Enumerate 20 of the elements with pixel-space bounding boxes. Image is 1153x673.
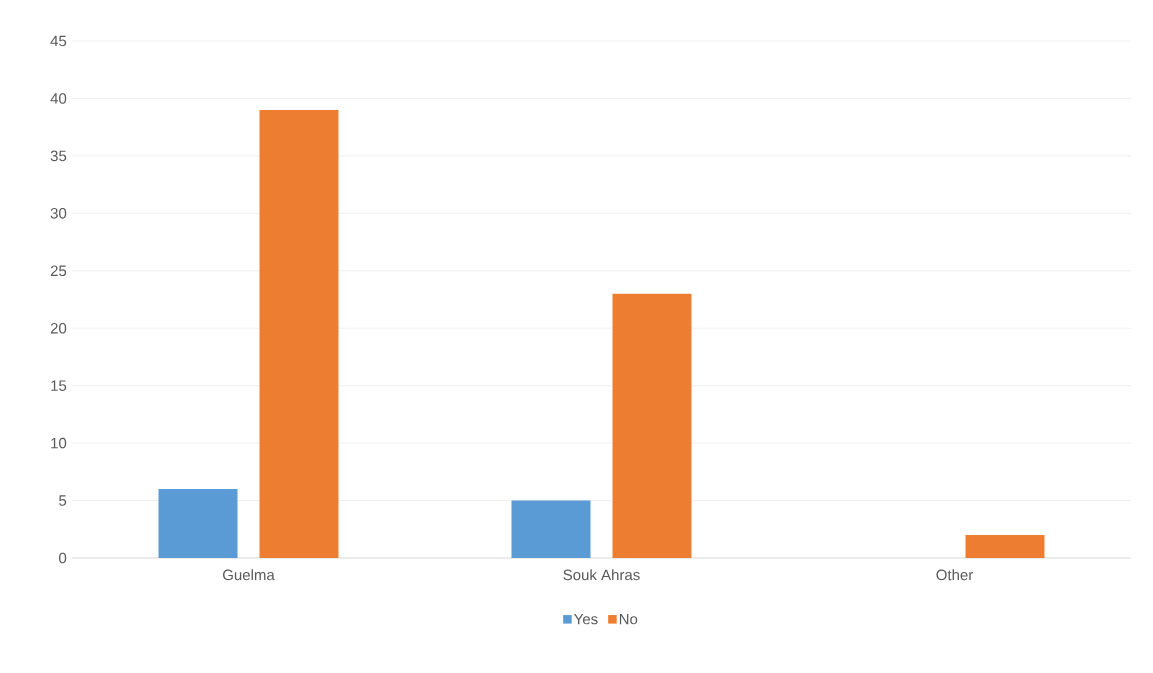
y-tick-label: 20 [50, 322, 67, 334]
y-tick-label: 10 [51, 437, 67, 449]
legend-label: No [619, 613, 638, 625]
x-tick-label: Guelma [223, 569, 275, 581]
y-tick-label: 30 [50, 208, 67, 219]
y-tick-label: 45 [50, 35, 67, 47]
y-tick-label: 5 [59, 495, 67, 506]
bar [158, 489, 238, 558]
x-tick-label: Other [936, 569, 973, 581]
legend-label: Yes [574, 613, 598, 625]
y-tick-label: 25 [50, 265, 67, 277]
bar [965, 535, 1045, 558]
y-tick-label: 0 [59, 552, 67, 564]
x-tick-label: Souk Ahras [563, 569, 640, 581]
y-tick-label: 15 [51, 380, 67, 391]
bar [612, 293, 692, 558]
y-tick-label: 35 [50, 150, 67, 162]
y-tick-label: 40 [50, 93, 67, 104]
bar [511, 500, 591, 558]
bar [259, 109, 339, 558]
